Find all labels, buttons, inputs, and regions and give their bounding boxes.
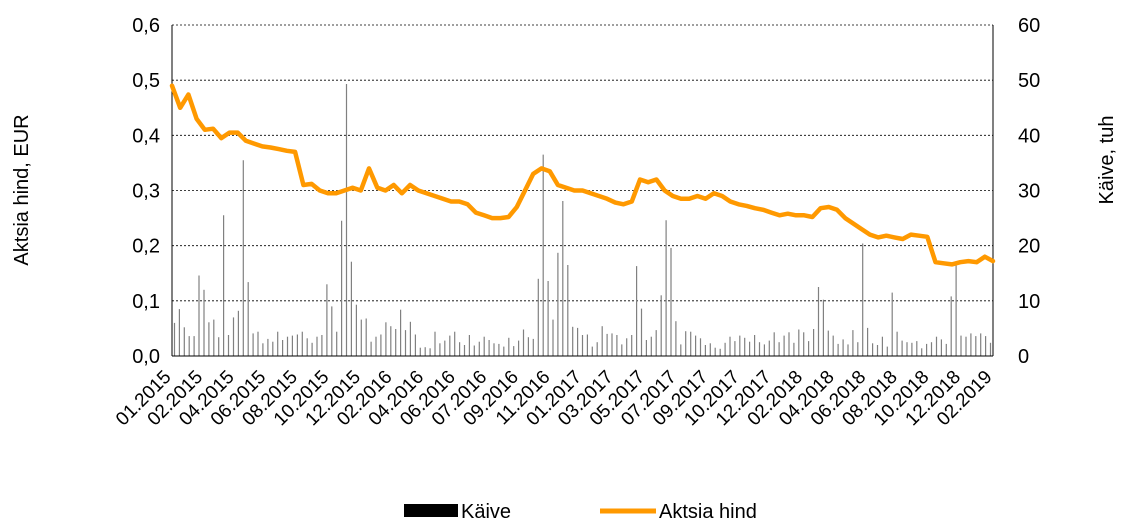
y2-tick-label: 10: [1018, 291, 1040, 313]
left-axis-ticks: 0,0 0,1 0,2 0,3 0,4 0,5 0,6: [132, 15, 160, 368]
y-tick-label: 0,4: [132, 125, 160, 147]
y2-tick-label: 40: [1018, 125, 1040, 147]
volume-bars: [173, 84, 992, 356]
axes: [171, 25, 994, 357]
y2-tick-label: 50: [1018, 70, 1040, 92]
y-axis-label: Aktsia hind, EUR: [11, 114, 33, 265]
y2-tick-label: 0: [1018, 346, 1029, 368]
y-tick-label: 0,5: [132, 70, 160, 92]
y-tick-label: 0,0: [132, 346, 160, 368]
y-tick-label: 0,2: [132, 236, 160, 258]
y-tick-label: 0,6: [132, 15, 160, 37]
y-tick-label: 0,3: [132, 181, 160, 203]
right-axis-ticks: 0 10 20 30 40 50 60: [1018, 15, 1040, 368]
y2-tick-label: 30: [1018, 181, 1040, 203]
y2-tick-label: 60: [1018, 15, 1040, 37]
y2-axis-label: Käive, tuh: [1096, 116, 1118, 205]
legend-label-aktsia-hind: Aktsia hind: [659, 501, 757, 522]
y2-tick-label: 20: [1018, 236, 1040, 258]
price-line: [169, 83, 996, 267]
x-axis-ticks: 01.201502.201504.201506.201508.201510.20…: [112, 367, 996, 430]
grid-lines: [172, 24, 993, 302]
y-tick-label: 0,1: [132, 291, 160, 313]
legend: Käive Aktsia hind: [404, 501, 757, 523]
legend-label-kaive: Käive: [461, 501, 511, 522]
legend-swatch-kaive: [404, 504, 458, 517]
price-series-line: [169, 83, 996, 267]
